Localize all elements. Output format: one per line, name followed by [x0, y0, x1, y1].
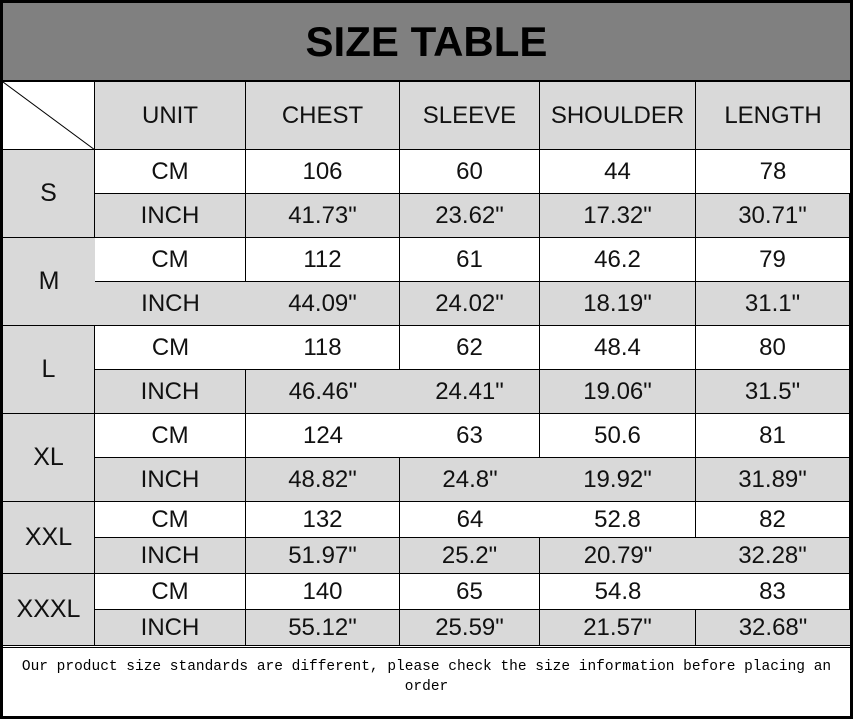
measurement-cell: 44	[540, 150, 696, 194]
measurement-cell: 41.73"	[246, 194, 400, 238]
measurement-cell: 19.92"	[540, 458, 696, 502]
measurement-cell: 83	[696, 574, 850, 610]
column-header-sleeve: SLEEVE	[400, 82, 540, 150]
size-label: S	[3, 150, 95, 238]
measurement-cell: 32.28"	[696, 538, 850, 574]
measurement-cell: 60	[400, 150, 540, 194]
measurement-cell: 50.6	[540, 414, 696, 458]
measurement-cell: 132	[246, 502, 400, 538]
unit-cell: INCH	[95, 370, 246, 414]
measurement-cell: 80	[696, 326, 850, 370]
measurement-cell: 21.57"	[540, 610, 696, 646]
diagonal-line	[3, 82, 95, 150]
column-header-unit: UNIT	[95, 82, 246, 150]
measurement-cell: 24.41"	[400, 370, 540, 414]
size-label: L	[3, 326, 95, 414]
measurement-cell: 78	[696, 150, 850, 194]
table-title: SIZE TABLE	[3, 3, 850, 82]
measurement-cell: 140	[246, 574, 400, 610]
size-label: M	[3, 238, 95, 326]
measurement-cell: 82	[696, 502, 850, 538]
measurement-cell: 17.32"	[540, 194, 696, 238]
measurement-cell: 19.06"	[540, 370, 696, 414]
column-header-length: LENGTH	[696, 82, 850, 150]
unit-cell: CM	[95, 574, 246, 610]
measurement-cell: 124	[246, 414, 400, 458]
corner-cell	[3, 82, 95, 150]
measurement-cell: 55.12"	[246, 610, 400, 646]
size-label: XL	[3, 414, 95, 502]
size-label: XXL	[3, 502, 95, 574]
measurement-cell: 46.2	[540, 238, 696, 282]
measurement-cell: 31.89"	[696, 458, 850, 502]
column-header-chest: CHEST	[246, 82, 400, 150]
measurement-cell: 81	[696, 414, 850, 458]
unit-cell: INCH	[95, 458, 246, 502]
unit-cell: CM	[95, 150, 246, 194]
measurement-cell: 106	[246, 150, 400, 194]
measurement-cell: 79	[696, 238, 850, 282]
unit-cell: CM	[95, 238, 246, 282]
unit-cell: INCH	[95, 538, 246, 574]
measurement-cell: 24.02"	[400, 282, 540, 326]
measurement-cell: 46.46"	[246, 370, 400, 414]
measurement-cell: 52.8	[540, 502, 696, 538]
measurement-cell: 118	[246, 326, 400, 370]
measurement-cell: 24.8"	[400, 458, 540, 502]
measurement-cell: 48.4	[540, 326, 696, 370]
measurement-cell: 48.82"	[246, 458, 400, 502]
column-header-shoulder: SHOULDER	[540, 82, 696, 150]
measurement-cell: 112	[246, 238, 400, 282]
measurement-cell: 25.2"	[400, 538, 540, 574]
measurement-cell: 31.1"	[696, 282, 850, 326]
unit-cell: CM	[95, 502, 246, 538]
measurement-cell: 31.5"	[696, 370, 850, 414]
measurement-cell: 54.8	[540, 574, 696, 610]
measurement-cell: 44.09"	[246, 282, 400, 326]
measurement-cell: 63	[400, 414, 540, 458]
measurement-cell: 64	[400, 502, 540, 538]
measurement-cell: 65	[400, 574, 540, 610]
unit-cell: CM	[95, 326, 246, 370]
measurement-cell: 62	[400, 326, 540, 370]
unit-cell: INCH	[95, 194, 246, 238]
measurement-cell: 61	[400, 238, 540, 282]
measurement-cell: 51.97"	[246, 538, 400, 574]
unit-cell: CM	[95, 414, 246, 458]
size-table: UNIT CHEST SLEEVE SHOULDER LENGTH S CM 106 60 44 7…	[3, 82, 850, 646]
size-label: XXXL	[3, 574, 95, 646]
measurement-cell: 18.19"	[540, 282, 696, 326]
measurement-cell: 23.62"	[400, 194, 540, 238]
measurement-cell: 30.71"	[696, 194, 850, 238]
measurement-cell: 32.68"	[696, 610, 850, 646]
unit-cell: INCH	[95, 610, 246, 646]
measurement-cell: 25.59"	[400, 610, 540, 646]
measurement-cell: 20.79"	[540, 538, 696, 574]
size-note: Our product size standards are different…	[3, 647, 850, 716]
unit-cell: INCH	[95, 282, 246, 326]
